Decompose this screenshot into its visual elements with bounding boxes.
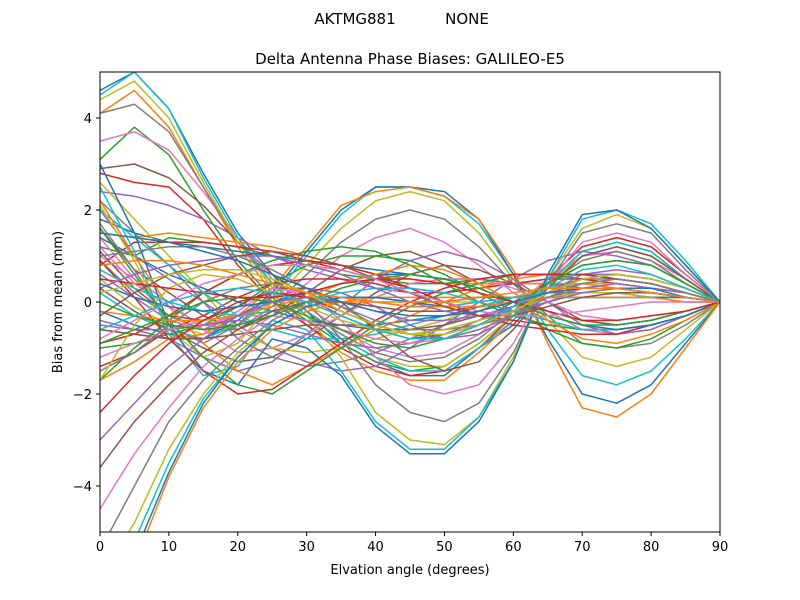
y-axis: −4 −2 0 2 4	[73, 112, 100, 495]
x-tick-label: 20	[230, 540, 247, 555]
series-line-22	[100, 186, 720, 418]
y-tick-label: 0	[84, 296, 92, 311]
series-layer	[100, 72, 720, 532]
y-axis-label: Bias from mean (mm)	[51, 231, 66, 373]
x-tick-label: 10	[161, 540, 178, 555]
x-axis: 0 10 20 30 40 50 60 70 80 90	[96, 532, 728, 555]
series-line-10	[100, 72, 720, 372]
series-line-8	[100, 103, 720, 363]
series-line-62	[146, 296, 720, 532]
x-tick-label: 70	[574, 540, 591, 555]
y-tick-label: −4	[73, 480, 92, 495]
station-id: AKTMG881	[314, 10, 395, 28]
x-tick-label: 80	[643, 540, 660, 555]
x-tick-label: 50	[436, 540, 453, 555]
x-tick-label: 0	[96, 540, 104, 555]
x-tick-label: 90	[712, 540, 729, 555]
chart-title: Delta Antenna Phase Biases: GALILEO-E5	[255, 50, 565, 68]
radome-code: NONE	[445, 10, 489, 28]
series-line-70	[100, 264, 720, 340]
x-tick-label: 60	[505, 540, 522, 555]
series-line-69	[100, 269, 720, 335]
y-tick-label: −2	[73, 388, 92, 403]
x-axis-label: Elvation angle (degrees)	[330, 563, 489, 578]
series-line-33	[100, 246, 720, 381]
series-line-63	[100, 273, 720, 331]
x-tick-label: 30	[298, 540, 315, 555]
series-line-37	[100, 232, 720, 395]
series-line-72	[100, 259, 720, 303]
y-tick-label: 2	[84, 204, 92, 219]
series-line-55	[100, 282, 720, 441]
series-line-20	[100, 186, 720, 386]
y-tick-label: 4	[84, 112, 92, 127]
series-line-53	[100, 259, 720, 349]
series-line-67	[100, 264, 720, 340]
x-tick-label: 40	[367, 540, 384, 555]
